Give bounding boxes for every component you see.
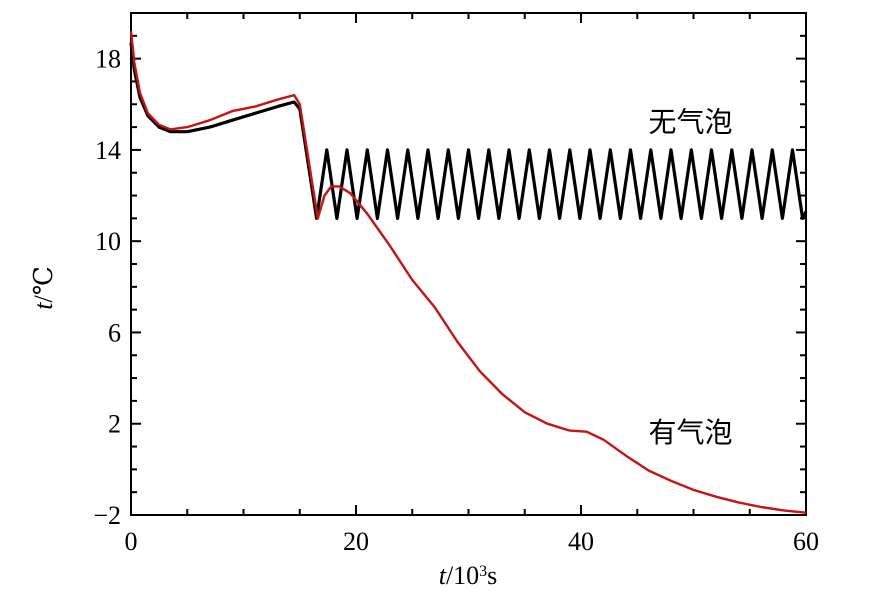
- x-tick-label: 0: [125, 527, 138, 556]
- y-tick-label: 10: [95, 227, 121, 256]
- series-annotation-with-bubble: 有气泡: [649, 416, 733, 449]
- x-axis-title: t/103s: [439, 561, 498, 590]
- y-tick-label: 2: [108, 410, 121, 439]
- y-axis-title: t/℃: [29, 266, 58, 310]
- x-tick-label: 20: [343, 527, 369, 556]
- y-tick-label: −2: [93, 501, 121, 530]
- series-line-with-bubble: [129, 31, 807, 514]
- y-tick-label: 6: [108, 318, 121, 347]
- series-annotation-no-bubble: 无气泡: [649, 106, 733, 139]
- y-tick-label: 18: [95, 45, 121, 74]
- series-line-no-bubble: [129, 42, 808, 220]
- series-layer: [129, 31, 808, 514]
- tick-labels: 0 20 40 60 −2 2 6 10 14 18: [93, 45, 819, 556]
- x-tick-label: 60: [793, 527, 819, 556]
- x-tick-label: 40: [568, 527, 594, 556]
- ticks: [130, 12, 807, 516]
- y-tick-label: 14: [95, 136, 121, 165]
